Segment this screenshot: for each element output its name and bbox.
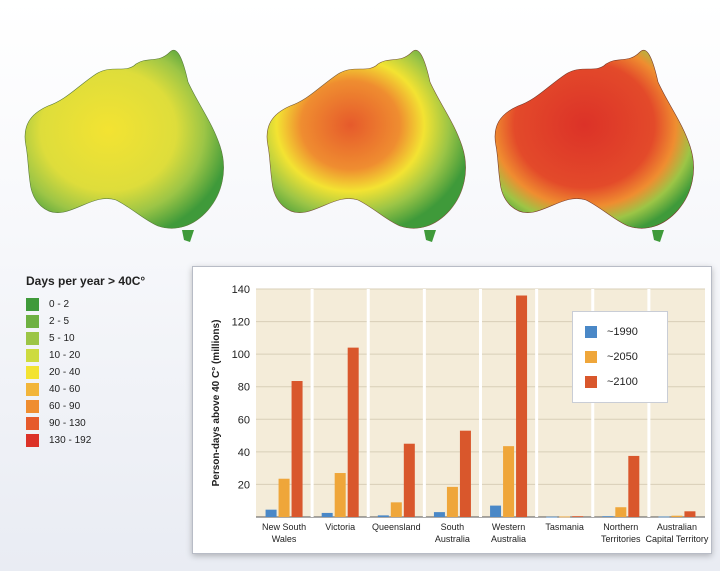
legend-label: 90 - 130: [49, 418, 86, 429]
legend-rows: 0 - 2 2 - 5 5 - 10 10 - 20 20 - 40 40 - 60 60 …: [26, 296, 196, 449]
y-tick-label: 140: [232, 284, 250, 296]
chart-legend-swatch: [585, 351, 597, 363]
australia-map-2050: [250, 34, 472, 246]
x-tick-label: Capital Territory: [646, 534, 709, 544]
australia-map-1990: [8, 34, 230, 246]
bar: [377, 515, 389, 517]
legend-swatch: [26, 349, 39, 362]
legend-item: 40 - 60: [26, 381, 196, 398]
y-tick-label: 120: [232, 317, 250, 329]
x-tick-label: South: [441, 522, 465, 532]
y-tick-label: 40: [238, 447, 250, 459]
chart-legend-item: ~2050: [585, 351, 638, 363]
legend-label: 130 - 192: [49, 435, 92, 446]
legend-swatch: [26, 332, 39, 345]
bar: [503, 446, 515, 517]
legend-item: 20 - 40: [26, 364, 196, 381]
legend-item: 5 - 10: [26, 330, 196, 347]
x-tick-label: Western: [492, 522, 525, 532]
x-tick-label: New South: [262, 522, 306, 532]
chart-legend-label: ~2100: [607, 376, 638, 388]
x-tick-label: Victoria: [325, 522, 355, 532]
legend-item: 130 - 192: [26, 432, 196, 449]
legend-swatch: [26, 298, 39, 311]
x-tick-label: Australia: [435, 534, 470, 544]
legend-label: 5 - 10: [49, 333, 75, 344]
legend-item: 60 - 90: [26, 398, 196, 415]
chart-legend-swatch: [585, 326, 597, 338]
bar: [602, 516, 614, 517]
legend-item: 10 - 20: [26, 347, 196, 364]
bar: [615, 507, 627, 517]
bar: [628, 455, 640, 517]
bar: [390, 502, 402, 517]
bar: [516, 295, 528, 517]
bar-chart: 20 40 60 80 100 120 140 Person-days above 40 C°…: [211, 284, 709, 544]
bar: [684, 511, 696, 517]
legend-swatch: [26, 366, 39, 379]
bar: [278, 478, 290, 517]
legend-item: 0 - 2: [26, 296, 196, 313]
chart-legend-item: ~1990: [585, 326, 638, 338]
legend-label: 0 - 2: [49, 299, 70, 310]
x-tick-label: Northern: [603, 522, 638, 532]
x-tick-label: Australia: [491, 534, 526, 544]
bar: [559, 516, 571, 518]
bar: [490, 505, 502, 517]
x-tick-label: Queensland: [372, 522, 421, 532]
bar: [546, 516, 558, 518]
legend-title: Days per year > 40C°: [26, 274, 146, 288]
y-tick-label: 80: [238, 382, 250, 394]
legend-label: 40 - 60: [49, 384, 81, 395]
y-axis-label: Person-days above 40 C° (millions): [211, 320, 222, 487]
x-tick-label: Wales: [272, 534, 297, 544]
chart-panel: 20 40 60 80 100 120 140 Person-days above 40 C°…: [192, 266, 712, 554]
chart-legend-swatch: [585, 376, 597, 388]
x-tick-label: Tasmania: [545, 522, 584, 532]
days-legend: Days per year > 40C° 0 - 2 2 - 5 5 - 10 10 …: [26, 274, 196, 449]
australia-map-2100: [478, 34, 700, 246]
x-tick-label: Territories: [601, 534, 641, 544]
y-tick-label: 100: [232, 349, 250, 361]
chart-legend-label: ~1990: [607, 326, 638, 338]
chart-legend: ~1990 ~2050 ~2100: [572, 311, 668, 403]
x-tick-label: Australian: [657, 522, 697, 532]
maps-row: [0, 0, 720, 260]
bar: [321, 512, 333, 517]
bar: [572, 516, 584, 517]
chart-legend-item: ~2100: [585, 376, 638, 388]
legend-swatch: [26, 383, 39, 396]
bar: [459, 430, 471, 517]
bar: [446, 486, 458, 517]
legend-label: 60 - 90: [49, 401, 81, 412]
y-tick-label: 20: [238, 479, 250, 491]
legend-swatch: [26, 417, 39, 430]
legend-label: 20 - 40: [49, 367, 81, 378]
legend-label: 10 - 20: [49, 350, 81, 361]
bar: [658, 516, 670, 518]
chart-legend-label: ~2050: [607, 351, 638, 363]
bar: [403, 443, 415, 517]
legend-swatch: [26, 315, 39, 328]
bar: [433, 512, 445, 517]
bar: [291, 381, 303, 517]
legend-item: 2 - 5: [26, 313, 196, 330]
legend-swatch: [26, 400, 39, 413]
bar: [334, 473, 346, 517]
bar: [671, 515, 683, 517]
bar: [347, 347, 359, 517]
legend-swatch: [26, 434, 39, 447]
y-tick-label: 60: [238, 414, 250, 426]
bar: [265, 509, 277, 517]
legend-item: 90 - 130: [26, 415, 196, 432]
legend-label: 2 - 5: [49, 316, 70, 327]
